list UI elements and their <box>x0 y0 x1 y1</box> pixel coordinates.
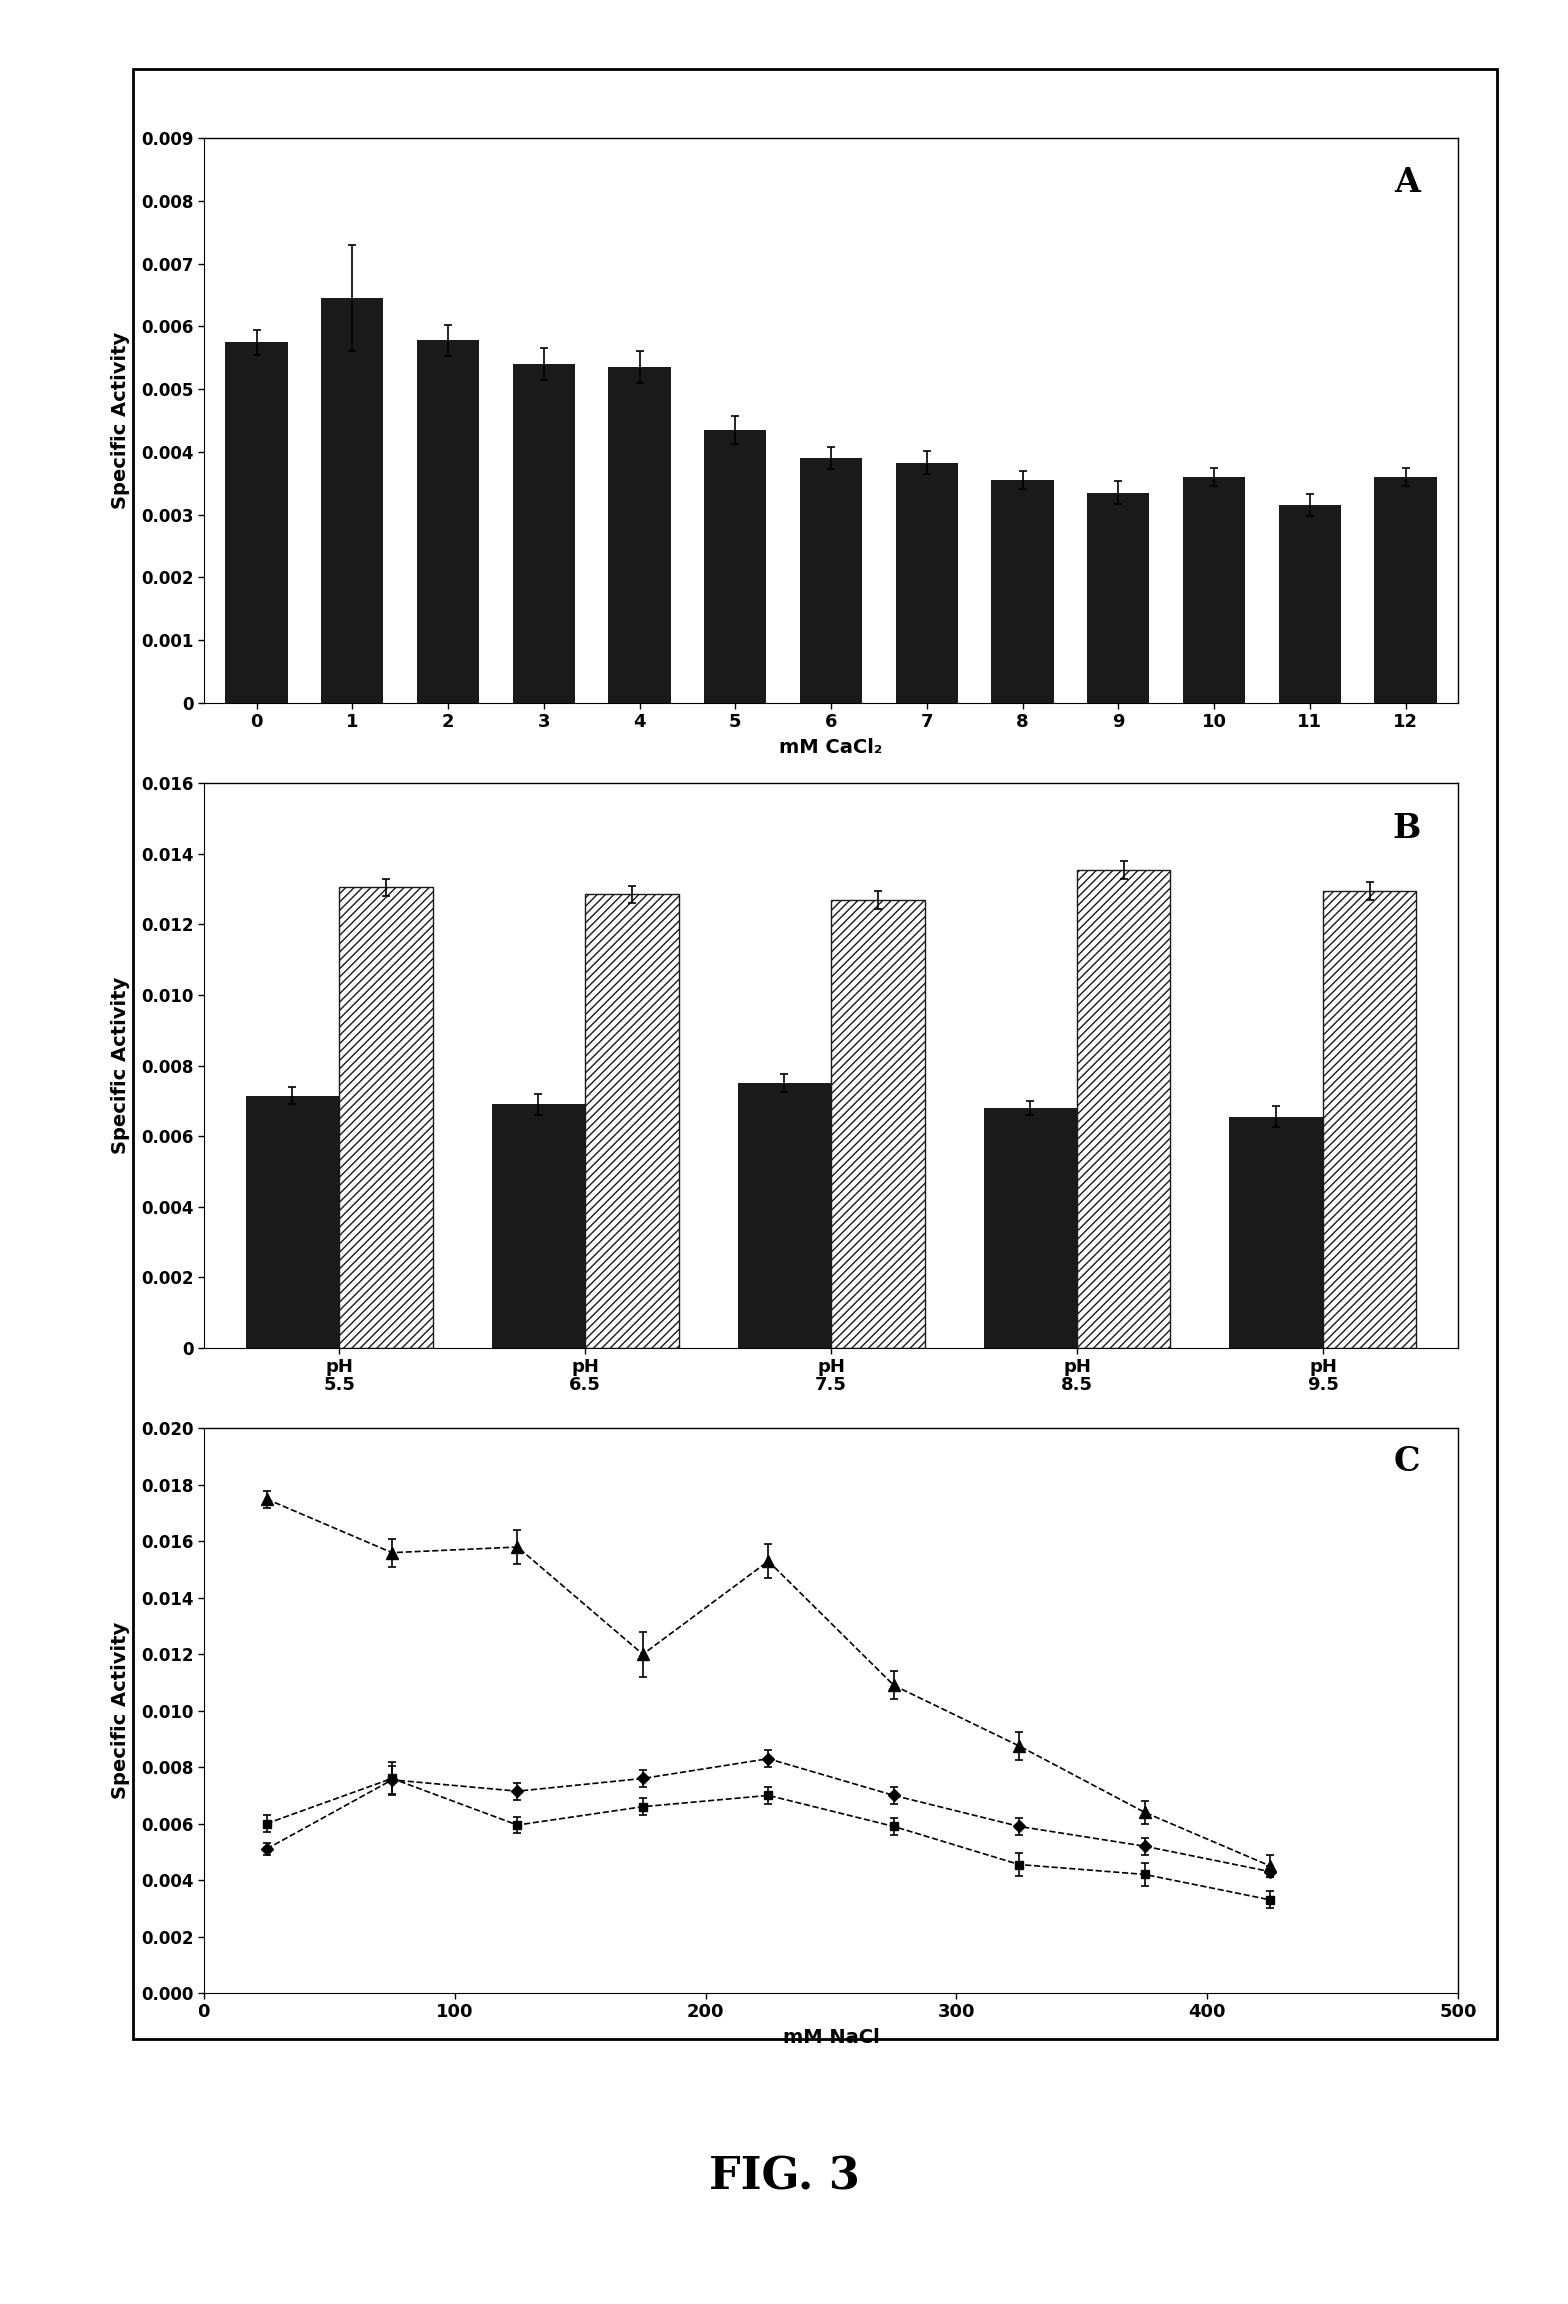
Bar <box>1087 493 1149 703</box>
Bar <box>585 894 679 1348</box>
Text: B: B <box>1392 811 1421 846</box>
Bar <box>831 901 925 1348</box>
Bar <box>339 887 433 1348</box>
Bar <box>608 366 671 703</box>
Text: C: C <box>1394 1445 1421 1479</box>
Bar <box>417 341 480 703</box>
Text: FIG. 3: FIG. 3 <box>709 2157 859 2198</box>
Bar <box>1182 477 1245 703</box>
Y-axis label: Specific Activity: Specific Activity <box>111 977 130 1154</box>
X-axis label: mM CaCl₂: mM CaCl₂ <box>779 737 883 758</box>
X-axis label: mM NaCl: mM NaCl <box>782 2028 880 2048</box>
Y-axis label: Specific Activity: Specific Activity <box>111 332 130 509</box>
Bar <box>1229 1117 1323 1348</box>
Bar <box>800 458 862 703</box>
Text: A: A <box>1394 166 1421 200</box>
Bar <box>895 463 958 703</box>
Bar <box>321 297 384 703</box>
Bar <box>1323 892 1416 1348</box>
Bar <box>704 431 767 703</box>
Bar <box>991 479 1054 703</box>
Bar <box>513 364 575 703</box>
Bar <box>226 341 287 703</box>
Bar <box>1375 477 1436 703</box>
Bar <box>246 1097 339 1348</box>
Bar <box>1077 871 1170 1348</box>
Y-axis label: Specific Activity: Specific Activity <box>111 1622 130 1799</box>
Bar <box>1278 505 1341 703</box>
Bar <box>983 1108 1077 1348</box>
Bar <box>737 1083 831 1348</box>
Bar <box>492 1104 585 1348</box>
